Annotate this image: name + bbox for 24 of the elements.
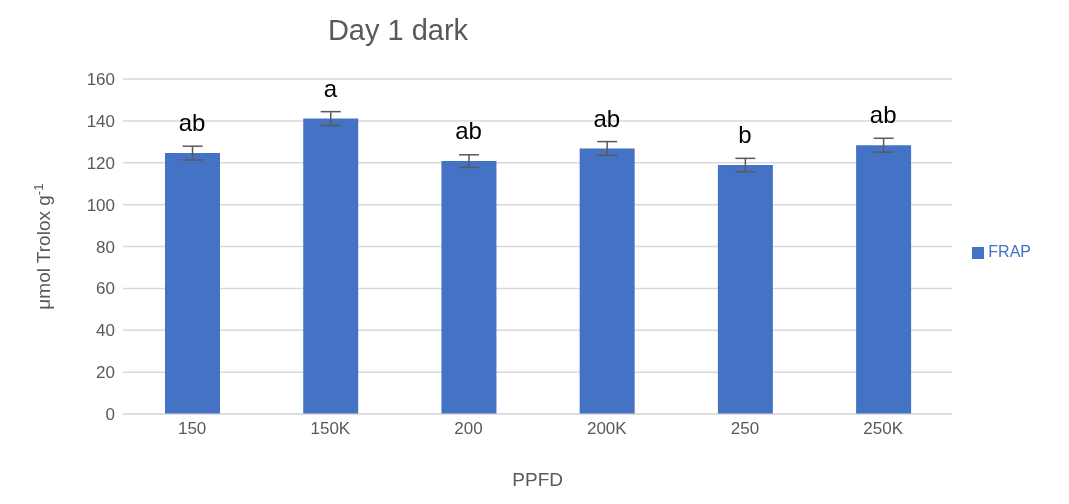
x-tick-label: 250 [730, 419, 760, 439]
annotation: ab [455, 117, 482, 145]
annotation: ab [869, 101, 897, 129]
annotation: ab [178, 109, 206, 137]
chart-title: Day 1 dark [326, 14, 470, 47]
y-tick-label: 80 [96, 237, 115, 257]
x-axis-title: PPFD [512, 469, 564, 490]
annotation: b [738, 121, 752, 149]
x-tick-label: 150 [177, 419, 207, 439]
y-tick-label: 160 [86, 70, 115, 90]
y-tick-label: 60 [96, 279, 115, 299]
x-tick-label: 200 [454, 419, 483, 439]
y-tick-label: 120 [86, 153, 115, 173]
y-tick-label: 40 [96, 321, 115, 341]
x-tick-label: 150K [310, 419, 351, 439]
y-tick-label: 100 [86, 195, 115, 215]
x-tick-label: 250K [863, 419, 904, 439]
annotation: ab [593, 104, 621, 132]
y-tick-label: 0 [105, 405, 115, 425]
y-tick-label: 20 [96, 363, 115, 383]
legend-label: FRAP [988, 243, 1031, 260]
annotation: a [323, 74, 338, 102]
x-tick-label: 200K [586, 419, 628, 439]
y-tick-label: 140 [86, 111, 115, 131]
